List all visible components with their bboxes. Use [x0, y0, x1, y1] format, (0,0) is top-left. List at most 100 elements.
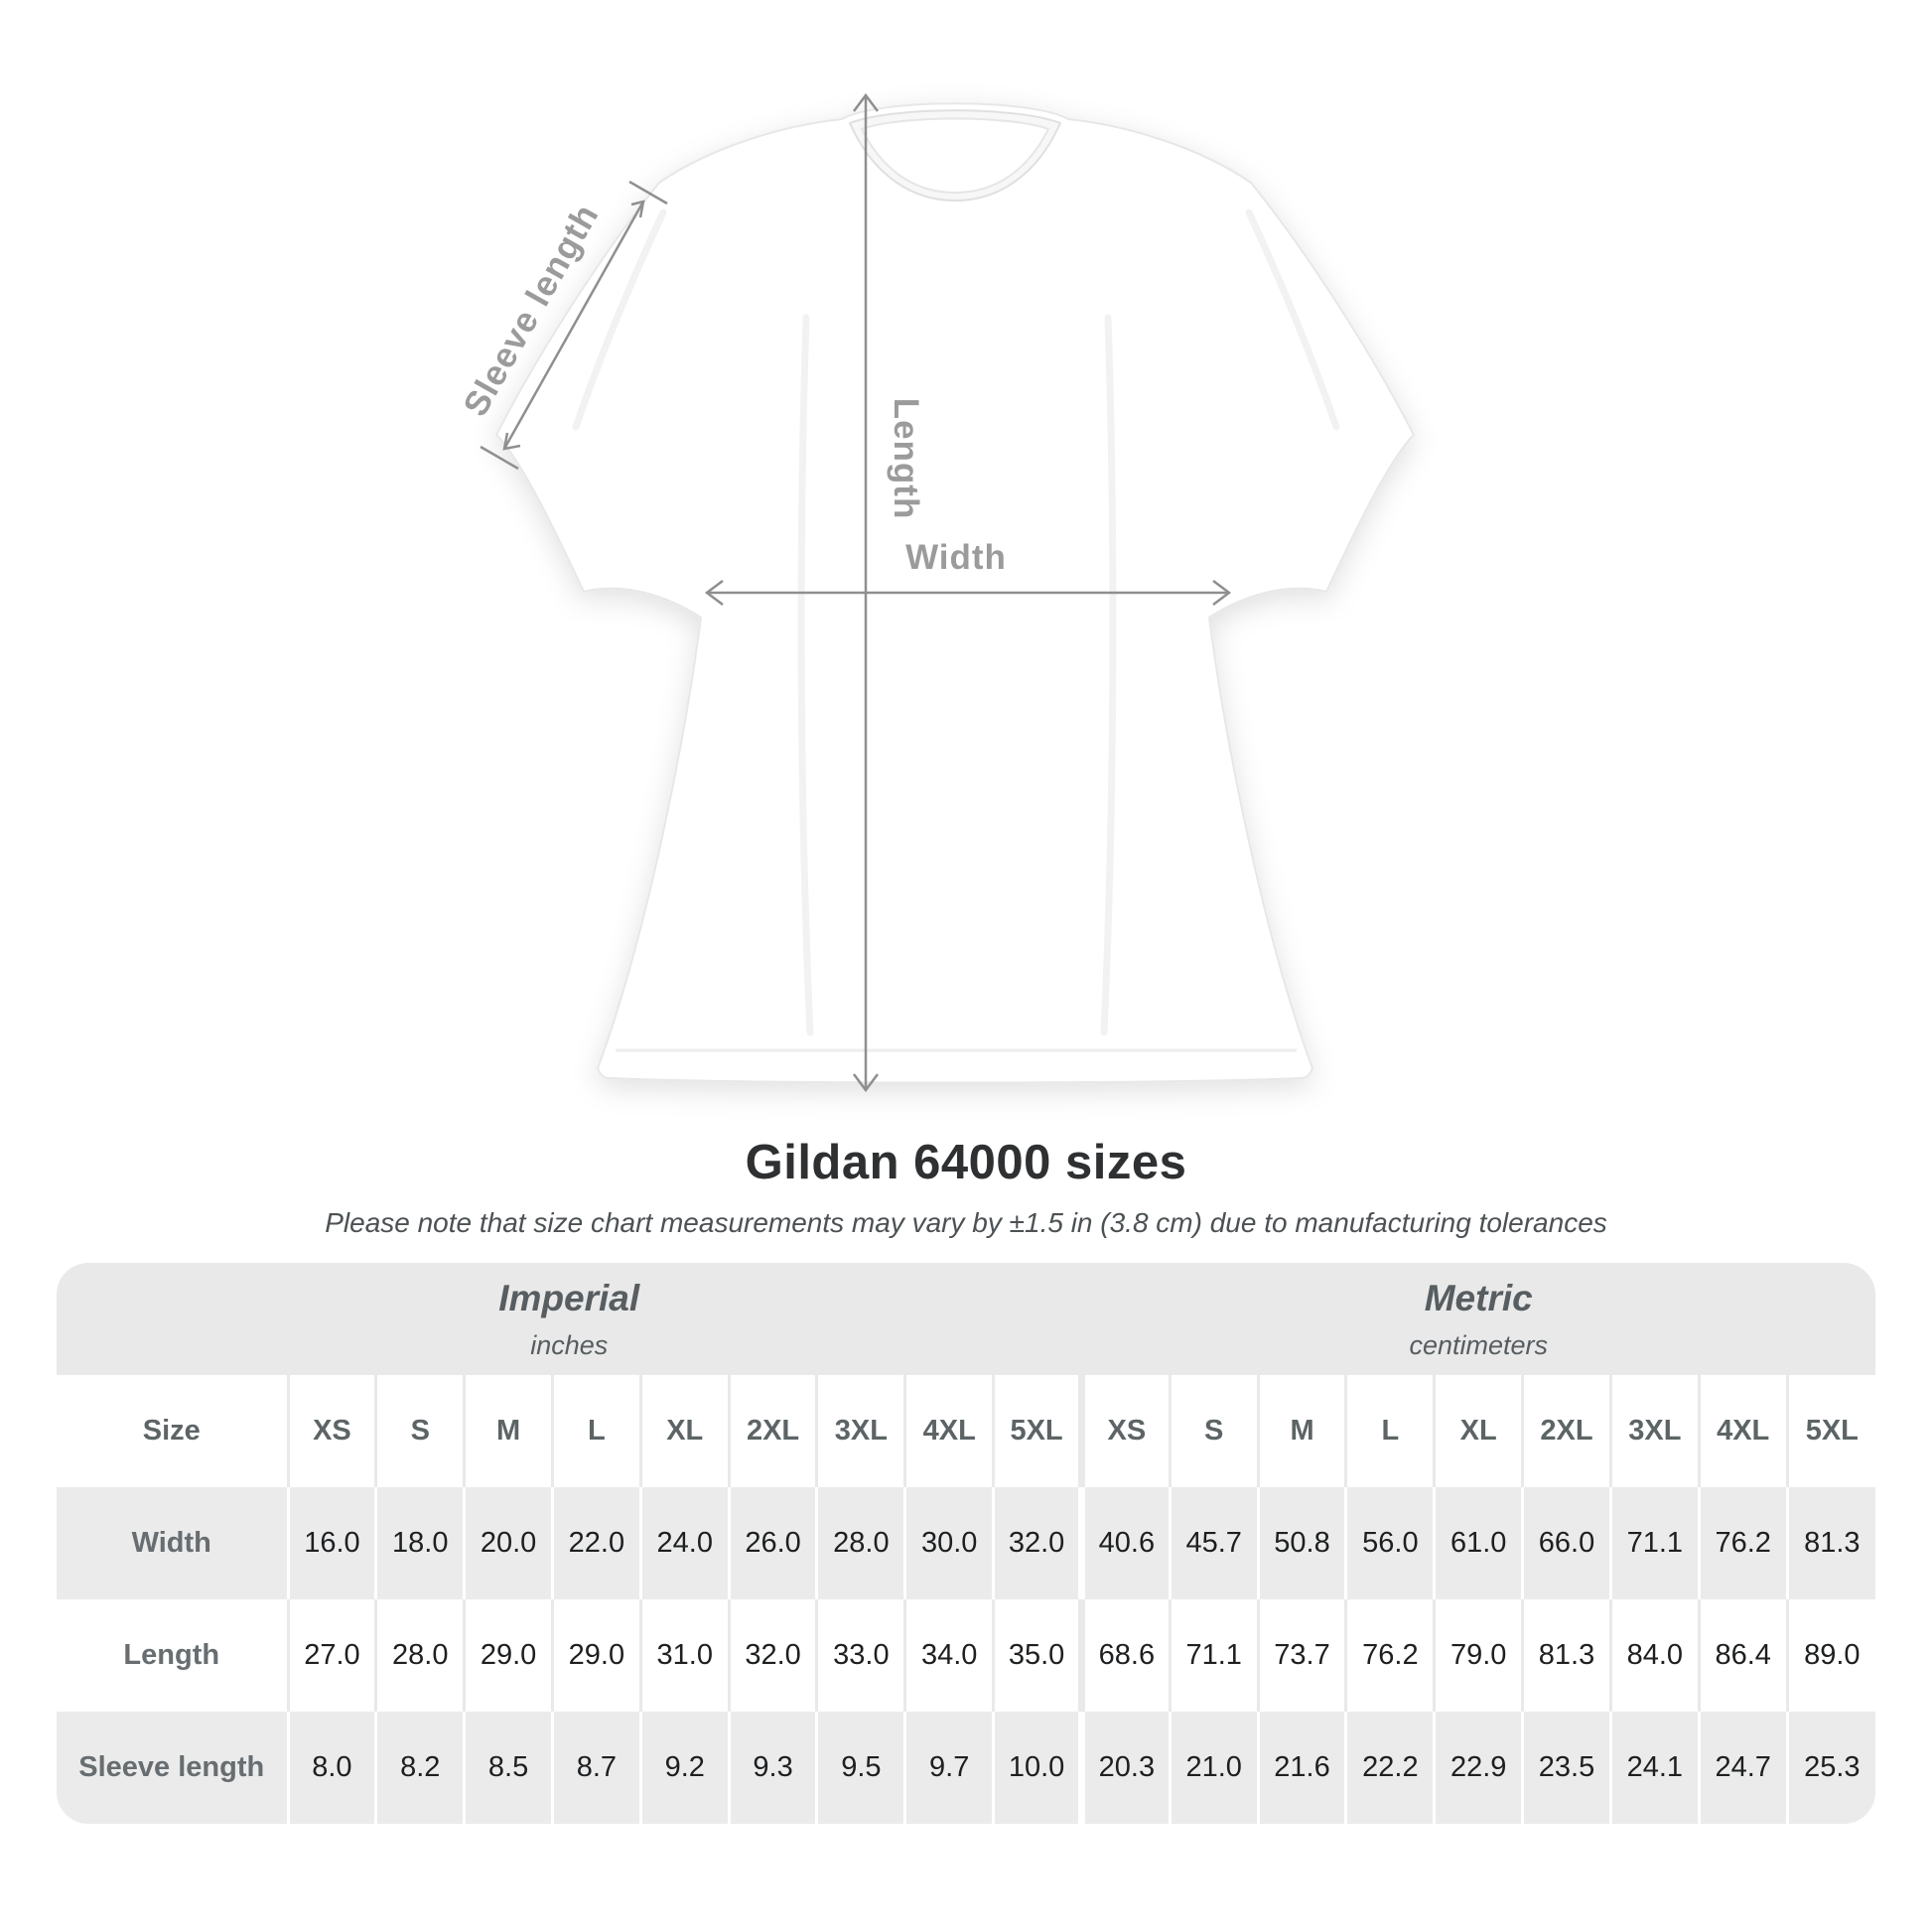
size-value-cell: 81.3 — [1785, 1487, 1875, 1599]
fabric-folds — [572, 208, 1340, 1036]
size-col-header: M — [1256, 1375, 1346, 1487]
size-chart-table: Imperial inches Metric centimeters Size … — [57, 1263, 1875, 1824]
table-row-length: Length 27.0 28.0 29.0 29.0 31.0 32.0 33.… — [57, 1599, 1875, 1712]
row-label: Sleeve length — [57, 1712, 288, 1824]
table-row-width: Width 16.0 18.0 20.0 22.0 24.0 26.0 28.0… — [57, 1487, 1875, 1599]
page-subtitle: Please note that size chart measurements… — [325, 1207, 1607, 1238]
width-label: Width — [905, 538, 1007, 577]
size-value-cell: 8.2 — [374, 1712, 465, 1824]
size-value-cell: 28.0 — [815, 1487, 905, 1599]
size-col-header: XL — [638, 1375, 730, 1487]
size-col-header: XS — [286, 1375, 376, 1487]
size-value-cell: 50.8 — [1256, 1487, 1346, 1599]
row-label: Length — [57, 1599, 288, 1712]
size-value-cell: 66.0 — [1521, 1487, 1611, 1599]
size-value-cell: 56.0 — [1344, 1487, 1435, 1599]
size-value-cell: 20.3 — [1077, 1712, 1171, 1824]
size-value-cell: 9.5 — [815, 1712, 905, 1824]
size-header-row: Size XS S M L XL 2XL 3XL 4XL 5XL XS S M … — [57, 1375, 1875, 1487]
size-value-cell: 22.0 — [550, 1487, 641, 1599]
size-col-header: 2XL — [727, 1375, 817, 1487]
size-col-header: 3XL — [815, 1375, 905, 1487]
size-value-cell: 9.7 — [903, 1712, 994, 1824]
size-col-header: M — [463, 1375, 553, 1487]
table-row-sleeve-length: Sleeve length 8.0 8.2 8.5 8.7 9.2 9.3 9.… — [57, 1712, 1875, 1824]
size-value-cell: 29.0 — [550, 1599, 641, 1712]
size-value-cell: 10.0 — [992, 1712, 1082, 1824]
size-value-cell: 35.0 — [992, 1599, 1082, 1712]
size-value-cell: 84.0 — [1608, 1599, 1700, 1712]
size-value-cell: 20.0 — [463, 1487, 553, 1599]
size-value-cell: 21.6 — [1256, 1712, 1346, 1824]
size-value-cell: 45.7 — [1168, 1487, 1259, 1599]
tshirt-diagram-svg: Sleeve length Length Width — [456, 92, 1416, 1093]
size-value-cell: 32.0 — [727, 1599, 817, 1712]
page-title: Gildan 64000 sizes — [745, 1136, 1187, 1189]
size-col-header: 3XL — [1608, 1375, 1700, 1487]
imperial-unit: inches — [530, 1329, 609, 1360]
size-col-header: 4XL — [903, 1375, 994, 1487]
size-col-header: 5XL — [1785, 1375, 1875, 1487]
size-value-cell: 76.2 — [1697, 1487, 1788, 1599]
size-col-header: 2XL — [1521, 1375, 1611, 1487]
size-col-header: XL — [1433, 1375, 1523, 1487]
size-value-cell: 21.0 — [1168, 1712, 1259, 1824]
title-block: Gildan 64000 sizes Please note that size… — [0, 1135, 1932, 1239]
tshirt-collar — [848, 109, 1062, 203]
size-col-header: 5XL — [992, 1375, 1082, 1487]
size-value-cell: 18.0 — [374, 1487, 465, 1599]
size-value-cell: 73.7 — [1256, 1599, 1346, 1712]
size-value-cell: 25.3 — [1785, 1712, 1875, 1824]
size-value-cell: 24.7 — [1697, 1712, 1788, 1824]
imperial-label: Imperial — [498, 1277, 640, 1318]
size-value-cell: 31.0 — [638, 1599, 730, 1712]
size-value-cell: 30.0 — [903, 1487, 994, 1599]
sleeve-length-arrow — [480, 180, 668, 471]
size-value-cell: 29.0 — [463, 1599, 553, 1712]
size-value-cell: 61.0 — [1433, 1487, 1523, 1599]
size-value-cell: 8.0 — [286, 1712, 376, 1824]
size-value-cell: 79.0 — [1433, 1599, 1523, 1712]
size-col-header: S — [374, 1375, 465, 1487]
size-value-cell: 34.0 — [903, 1599, 994, 1712]
width-arrow — [704, 580, 1232, 606]
size-value-cell: 76.2 — [1344, 1599, 1435, 1712]
size-value-cell: 9.2 — [638, 1712, 730, 1824]
size-col-header: S — [1168, 1375, 1259, 1487]
metric-unit: centimeters — [1409, 1329, 1548, 1360]
unit-group-imperial: Imperial inches — [57, 1263, 1082, 1375]
size-value-cell: 8.5 — [463, 1712, 553, 1824]
size-value-cell: 81.3 — [1521, 1599, 1611, 1712]
size-value-cell: 8.7 — [550, 1712, 641, 1824]
size-col-header: XS — [1077, 1375, 1171, 1487]
size-value-cell: 9.3 — [727, 1712, 817, 1824]
size-value-cell: 89.0 — [1785, 1599, 1875, 1712]
size-value-cell: 40.6 — [1077, 1487, 1171, 1599]
size-col-header: L — [550, 1375, 641, 1487]
size-value-cell: 24.0 — [638, 1487, 730, 1599]
size-value-cell: 71.1 — [1608, 1487, 1700, 1599]
size-value-cell: 26.0 — [727, 1487, 817, 1599]
size-value-cell: 32.0 — [992, 1487, 1082, 1599]
size-value-cell: 22.2 — [1344, 1712, 1435, 1824]
size-value-cell: 71.1 — [1168, 1599, 1259, 1712]
size-value-cell: 23.5 — [1521, 1712, 1611, 1824]
size-col-header: 4XL — [1697, 1375, 1788, 1487]
tshirt-measurement-diagram: Sleeve length Length Width — [456, 92, 1416, 1093]
size-value-cell: 27.0 — [286, 1599, 376, 1712]
size-chart-card: Imperial inches Metric centimeters Size … — [57, 1263, 1875, 1824]
size-value-cell: 33.0 — [815, 1599, 905, 1712]
row-label: Width — [57, 1487, 288, 1599]
size-column-header: Size — [57, 1375, 288, 1487]
unit-group-metric: Metric centimeters — [1081, 1263, 1875, 1375]
size-value-cell: 24.1 — [1608, 1712, 1700, 1824]
size-col-header: L — [1344, 1375, 1435, 1487]
size-value-cell: 68.6 — [1077, 1599, 1171, 1712]
length-label: Length — [887, 398, 925, 520]
metric-label: Metric — [1424, 1277, 1533, 1318]
size-value-cell: 22.9 — [1433, 1712, 1523, 1824]
unit-group-row: Imperial inches Metric centimeters — [57, 1263, 1875, 1375]
size-value-cell: 28.0 — [374, 1599, 465, 1712]
size-value-cell: 16.0 — [286, 1487, 376, 1599]
